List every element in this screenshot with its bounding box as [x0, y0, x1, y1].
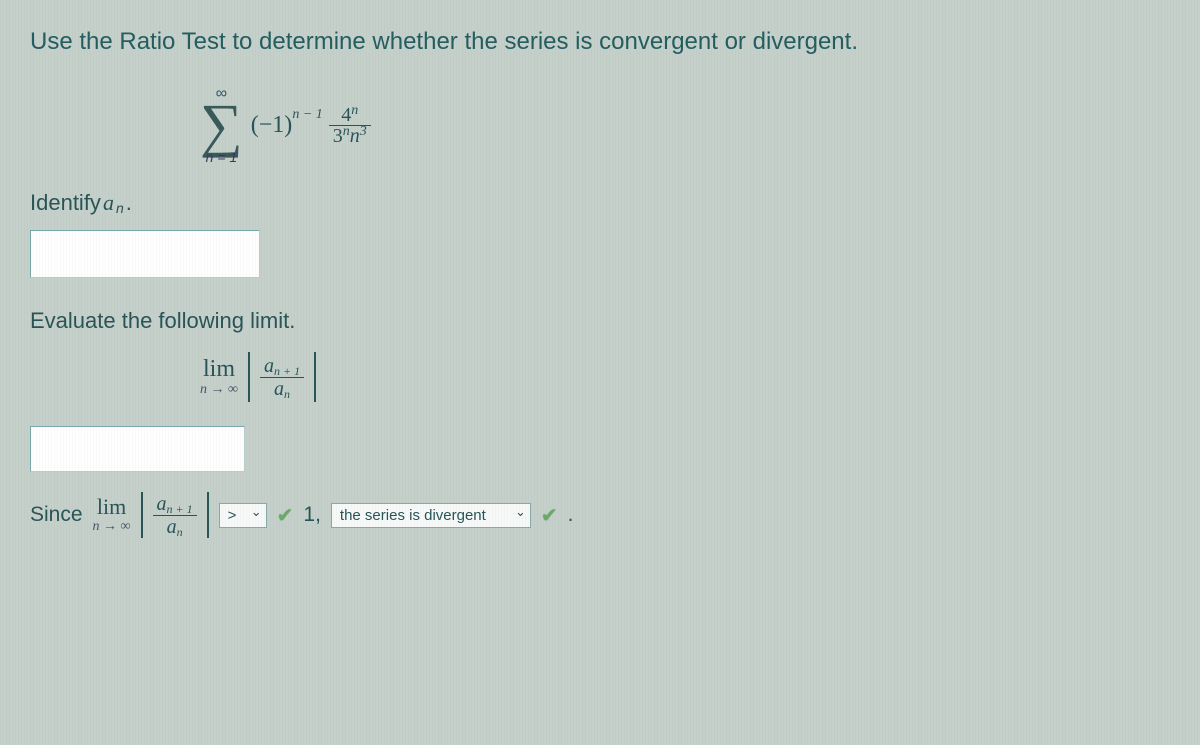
frac-den-n: n: [350, 125, 360, 147]
identify-text: Identify: [30, 190, 101, 216]
frac-den-3: 3: [333, 125, 343, 147]
abs-bar-right-2: [207, 492, 209, 538]
sigma-glyph: ∑: [200, 98, 243, 152]
sigma-lower: n = 1: [206, 150, 238, 164]
ratio2-sub-np1: n + 1: [167, 502, 193, 516]
result-select[interactable]: the series is convergentthe series is di…: [331, 503, 531, 528]
number-one: 1,: [303, 503, 321, 527]
ratio2-sub-n: n: [177, 525, 183, 539]
evaluate-label: Evaluate the following limit.: [30, 308, 1170, 334]
result-select-wrap: the series is convergentthe series is di…: [331, 502, 531, 528]
ratio-sub-n: n: [284, 387, 290, 401]
lim-symbol: lim n → ∞: [200, 357, 238, 397]
ratio-fraction: an + 1 an: [260, 355, 304, 400]
ratio-sub-np1: n + 1: [274, 364, 300, 378]
ratio-a-bot: a: [274, 378, 284, 400]
frac-den-exp-3: 3: [360, 124, 367, 139]
since-text: Since: [30, 503, 83, 527]
abs-bar-left: [248, 352, 250, 402]
frac-num-exp: n: [351, 103, 358, 118]
ratio-fraction-2: an + 1 an: [153, 493, 197, 538]
series-term: (−1) n − 1 4n 3nn3: [251, 105, 371, 146]
limit-input[interactable]: [30, 426, 245, 472]
check-icon: ✔: [277, 503, 294, 528]
series-expression: ∞ ∑ n = 1 (−1) n − 1 4n 3nn3: [200, 86, 1170, 164]
series-fraction: 4n 3nn3: [329, 105, 371, 146]
comparator-select-wrap: ><=≤≥: [219, 502, 267, 528]
trailing-period: .: [568, 503, 574, 527]
identify-label: Identify an.: [30, 190, 1170, 216]
sigma-symbol: ∞ ∑ n = 1: [200, 86, 243, 164]
lim-sub-2: n → ∞: [93, 520, 131, 534]
ratio2-a-bot: a: [167, 516, 177, 538]
exponent-n-minus-1: n − 1: [292, 107, 322, 123]
identify-sub-n: n: [116, 200, 124, 216]
limit-expression: lim n → ∞ an + 1 an: [200, 352, 1170, 402]
conclusion-row: Since lim n → ∞ an + 1 an ><=≤≥ ✔ 1, the…: [30, 492, 1170, 538]
comparator-select[interactable]: ><=≤≥: [219, 503, 267, 528]
base-negone: (−1): [251, 112, 293, 139]
identify-a: a: [103, 190, 114, 216]
instruction-text: Use the Ratio Test to determine whether …: [30, 28, 1170, 56]
lim-word: lim: [203, 357, 235, 381]
lim-word-2: lim: [97, 496, 126, 518]
ratio-a-top: a: [264, 355, 274, 377]
identify-period: .: [126, 190, 132, 216]
check-icon-2: ✔: [541, 503, 558, 528]
frac-num-base: 4: [341, 104, 351, 126]
an-input[interactable]: [30, 230, 260, 278]
abs-bar-left-2: [141, 492, 143, 538]
lim-symbol-2: lim n → ∞: [93, 496, 131, 534]
ratio2-a-top: a: [157, 493, 167, 515]
frac-den-exp-n: n: [343, 124, 350, 139]
abs-bar-right: [314, 352, 316, 402]
lim-sub: n → ∞: [200, 383, 238, 397]
